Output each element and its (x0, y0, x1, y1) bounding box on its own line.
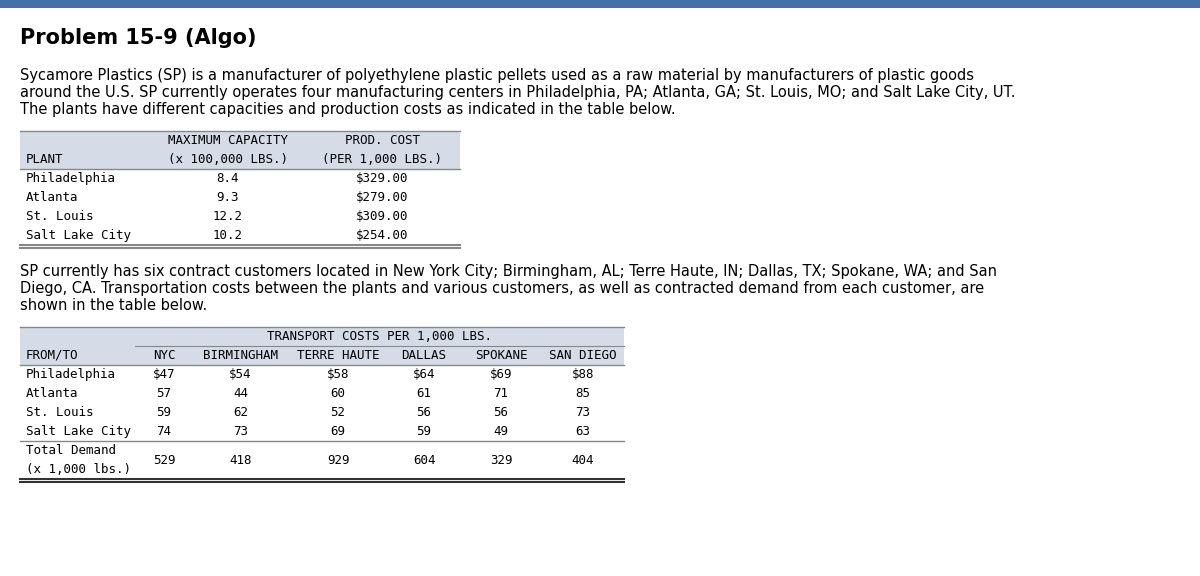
Text: 8.4: 8.4 (216, 172, 239, 185)
Bar (20, 327, 624, 346)
Text: 44: 44 (233, 387, 248, 400)
Text: The plants have different capacities and production costs as indicated in the ta: The plants have different capacities and… (20, 102, 676, 117)
Text: 56: 56 (416, 406, 432, 419)
Text: PROD. COST: PROD. COST (346, 134, 420, 147)
Text: 60: 60 (330, 387, 346, 400)
Text: 57: 57 (156, 387, 172, 400)
Text: 69: 69 (330, 425, 346, 438)
Text: 74: 74 (156, 425, 172, 438)
Text: Atlanta: Atlanta (26, 191, 78, 204)
Bar (1148, 0, 1200, 8)
Text: $58: $58 (326, 368, 349, 381)
Text: 52: 52 (330, 406, 346, 419)
Bar (20, 207, 460, 226)
Text: Philadelphia: Philadelphia (26, 368, 116, 381)
Text: PLANT: PLANT (26, 153, 64, 166)
Text: 59: 59 (156, 406, 172, 419)
Bar (20, 441, 624, 479)
Text: $69: $69 (490, 368, 512, 381)
Text: 63: 63 (576, 425, 590, 438)
Text: $254.00: $254.00 (356, 229, 409, 242)
Text: $329.00: $329.00 (356, 172, 409, 185)
Text: 9.3: 9.3 (216, 191, 239, 204)
Text: 61: 61 (416, 387, 432, 400)
Text: 56: 56 (493, 406, 509, 419)
Text: 49: 49 (493, 425, 509, 438)
Bar (20, 188, 460, 207)
Text: $64: $64 (413, 368, 436, 381)
Bar (20, 169, 460, 188)
Text: NYC: NYC (152, 349, 175, 362)
Bar (20, 131, 460, 150)
Text: 10.2: 10.2 (212, 229, 242, 242)
Text: FROM/TO: FROM/TO (26, 349, 78, 362)
Text: TERRE HAUTE: TERRE HAUTE (296, 349, 379, 362)
Text: Philadelphia: Philadelphia (26, 172, 116, 185)
Text: SP currently has six contract customers located in New York City; Birmingham, AL: SP currently has six contract customers … (20, 264, 997, 279)
Text: $309.00: $309.00 (356, 210, 409, 223)
Text: SAN DIEGO: SAN DIEGO (550, 349, 617, 362)
Text: BIRMINGHAM: BIRMINGHAM (203, 349, 278, 362)
Text: 929: 929 (326, 453, 349, 467)
Text: Problem 15-9 (Algo): Problem 15-9 (Algo) (20, 28, 257, 48)
Bar (20, 403, 624, 422)
Text: Atlanta: Atlanta (26, 387, 78, 400)
Text: 62: 62 (233, 406, 248, 419)
Text: 329: 329 (490, 453, 512, 467)
Text: 73: 73 (576, 406, 590, 419)
Text: shown in the table below.: shown in the table below. (20, 298, 208, 313)
Text: (PER 1,000 LBS.): (PER 1,000 LBS.) (323, 153, 443, 166)
Text: 404: 404 (571, 453, 594, 467)
Text: $279.00: $279.00 (356, 191, 409, 204)
Text: Salt Lake City: Salt Lake City (26, 229, 131, 242)
Bar (20, 226, 460, 245)
Text: St. Louis: St. Louis (26, 406, 94, 419)
Text: St. Louis: St. Louis (26, 210, 94, 223)
Text: 73: 73 (233, 425, 248, 438)
Text: 59: 59 (416, 425, 432, 438)
Text: $54: $54 (229, 368, 252, 381)
Text: SPOKANE: SPOKANE (475, 349, 527, 362)
Text: TRANSPORT COSTS PER 1,000 LBS.: TRANSPORT COSTS PER 1,000 LBS. (266, 330, 492, 343)
Bar (20, 365, 624, 384)
Bar (20, 422, 624, 441)
Text: $88: $88 (571, 368, 594, 381)
Text: 529: 529 (152, 453, 175, 467)
Bar (0, 0, 1200, 8)
Bar (20, 384, 624, 403)
Bar (20, 150, 460, 169)
Text: DALLAS: DALLAS (402, 349, 446, 362)
Text: 12.2: 12.2 (212, 210, 242, 223)
Text: Sycamore Plastics (SP) is a manufacturer of polyethylene plastic pellets used as: Sycamore Plastics (SP) is a manufacturer… (20, 68, 974, 83)
Text: (x 100,000 LBS.): (x 100,000 LBS.) (168, 153, 288, 166)
Bar (20, 346, 624, 365)
Text: 604: 604 (413, 453, 436, 467)
Text: around the U.S. SP currently operates four manufacturing centers in Philadelphia: around the U.S. SP currently operates fo… (20, 85, 1015, 100)
Text: Diego, CA. Transportation costs between the plants and various customers, as wel: Diego, CA. Transportation costs between … (20, 281, 984, 296)
Text: 418: 418 (229, 453, 252, 467)
Text: (x 1,000 lbs.): (x 1,000 lbs.) (26, 463, 131, 476)
Text: 85: 85 (576, 387, 590, 400)
Text: MAXIMUM CAPACITY: MAXIMUM CAPACITY (168, 134, 288, 147)
Text: Salt Lake City: Salt Lake City (26, 425, 131, 438)
Text: 71: 71 (493, 387, 509, 400)
Text: $47: $47 (152, 368, 175, 381)
Text: Total Demand: Total Demand (26, 444, 116, 457)
